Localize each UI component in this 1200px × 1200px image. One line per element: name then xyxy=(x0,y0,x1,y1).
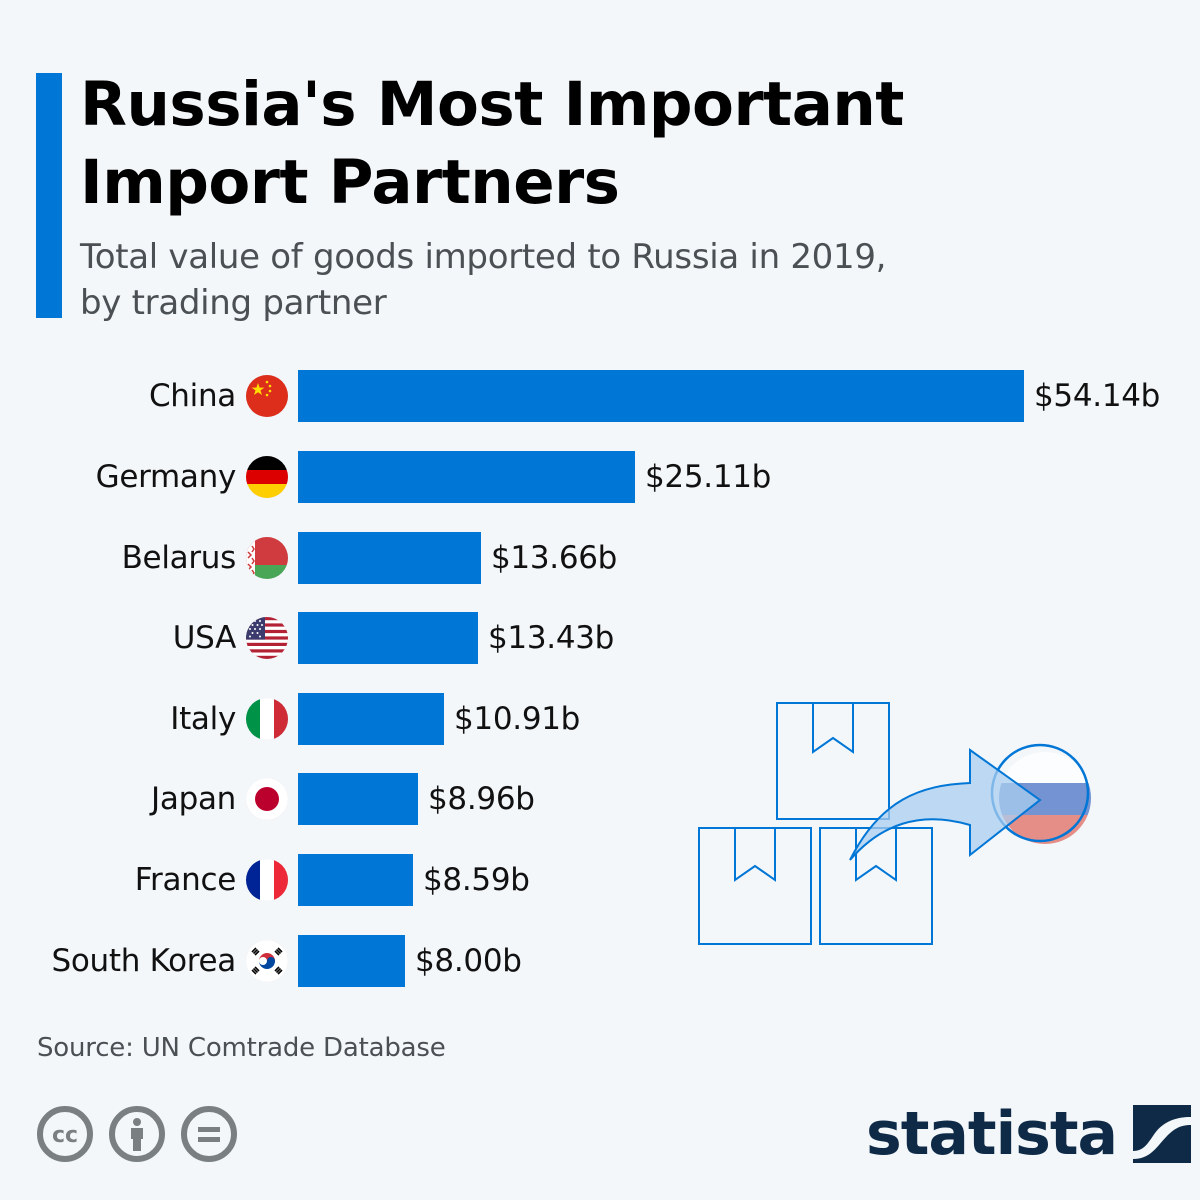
category-label: South Korea xyxy=(51,943,236,979)
category-label: USA xyxy=(172,620,237,656)
bar xyxy=(298,935,405,987)
chart-subtitle: Total value of goods imported to Russia … xyxy=(80,234,1080,326)
statista-mark-icon xyxy=(1133,1105,1192,1163)
import-boxes-illustration xyxy=(690,690,1110,950)
value-label: $13.66b xyxy=(491,540,618,576)
source-note: Source: UN Comtrade Database xyxy=(37,1033,446,1063)
bar-row-germany: Germany $25.11b xyxy=(0,451,1200,503)
bar-row-south-korea: South Korea $8.00b xyxy=(0,935,1200,987)
category-label: Italy xyxy=(170,701,236,737)
value-label: $8.96b xyxy=(428,781,535,817)
bar-row-usa: USA $13.43b xyxy=(0,612,1200,664)
france-flag-icon xyxy=(246,859,288,901)
category-label: Japan xyxy=(151,781,236,817)
no-derivatives-icon xyxy=(181,1106,237,1162)
attribution-icon xyxy=(109,1106,165,1162)
cc-icon: cc xyxy=(37,1106,93,1162)
bar xyxy=(298,532,481,584)
title-line-1: Russia's Most Important xyxy=(80,69,904,140)
subtitle-line-2: by trading partner xyxy=(80,283,387,323)
bar xyxy=(298,451,635,503)
japan-flag-icon xyxy=(246,778,288,820)
bar-row-china: China $54.14b xyxy=(0,370,1200,422)
bar xyxy=(298,854,413,906)
category-label: France xyxy=(134,862,237,898)
value-label: $10.91b xyxy=(454,701,581,737)
value-label: $8.00b xyxy=(415,943,522,979)
italy-flag-icon xyxy=(246,698,288,740)
value-label: $54.14b xyxy=(1034,378,1161,414)
bar-row-italy: Italy $10.91b xyxy=(0,693,1200,745)
boxes-arrow-russia-flag-icon xyxy=(698,702,1091,945)
title-line-2: Import Partners xyxy=(80,147,620,218)
license-icons: cc xyxy=(36,1105,238,1163)
category-label: Germany xyxy=(95,459,237,495)
usa-flag-icon xyxy=(246,617,288,659)
bar xyxy=(298,612,478,664)
bar-row-belarus: Belarus $13.66b xyxy=(0,532,1200,584)
svg-text:cc: cc xyxy=(52,1123,78,1148)
bar-row-japan: Japan $8.96b xyxy=(0,773,1200,825)
value-label: $25.11b xyxy=(645,459,772,495)
statista-logo: statista xyxy=(866,1098,1192,1170)
category-label: China xyxy=(148,378,236,414)
value-label: $13.43b xyxy=(488,620,615,656)
germany-flag-icon xyxy=(246,456,288,498)
south-korea-flag-icon xyxy=(246,940,288,982)
logo-wordmark: statista xyxy=(866,1099,1118,1169)
bar-row-france: France $8.59b xyxy=(0,854,1200,906)
belarus-flag-icon xyxy=(246,537,288,579)
value-label: $8.59b xyxy=(423,862,530,898)
bar xyxy=(298,693,444,745)
title-accent-bar xyxy=(36,73,62,318)
subtitle-line-1: Total value of goods imported to Russia … xyxy=(80,237,887,277)
bar xyxy=(298,370,1024,422)
bar xyxy=(298,773,418,825)
category-label: Belarus xyxy=(121,540,237,576)
china-flag-icon xyxy=(246,375,288,417)
chart-title: Russia's Most Important Import Partners xyxy=(80,66,1130,222)
